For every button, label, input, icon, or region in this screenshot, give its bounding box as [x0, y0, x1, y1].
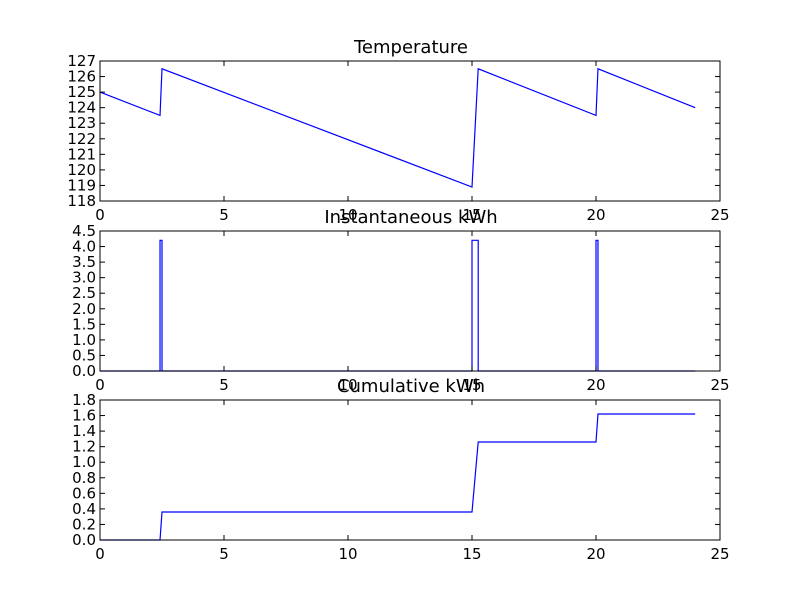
cumulative-kwh-axes-frame [99, 399, 721, 541]
instantaneous-kwh-xtick-label: 15 [462, 376, 481, 394]
cumulative-kwh-title: Cumulative kWh [337, 376, 485, 397]
cumulative-kwh-series-line-0 [100, 413, 696, 541]
cumulative-kwh-ytick-label: 0.8 [72, 469, 96, 487]
instantaneous-kwh-ytick-label: 0.5 [72, 346, 96, 364]
instantaneous-kwh-ytick-label: 1.0 [72, 331, 96, 349]
instantaneous-kwh-subplot: Instantaneous kWh 0 5 10 15 20 25 0.00.51.01.5… [72, 207, 729, 394]
cumulative-kwh-xtick-label: 5 [219, 545, 229, 563]
temperature-ytick-label: 124 [67, 99, 96, 117]
cumulative-kwh-xtick-label: 10 [338, 545, 357, 563]
cumulative-kwh-ytick-label: 1.4 [72, 422, 96, 440]
temperature-xtick-label: 25 [710, 206, 729, 224]
instantaneous-kwh-xtick-label: 25 [710, 376, 729, 394]
temperature-ytick-label: 127 [67, 52, 96, 70]
temperature-ytick-label: 123 [67, 114, 96, 132]
instantaneous-kwh-ytick-label: 2.5 [72, 284, 96, 302]
cumulative-kwh-ytick-label: 1.8 [72, 391, 96, 409]
cumulative-kwh-xtick-label: 20 [586, 545, 605, 563]
cumulative-kwh-ytick-label: 0.0 [72, 531, 96, 549]
temperature-ytick-label: 119 [67, 176, 96, 194]
temperature-xtick-label: 5 [219, 206, 229, 224]
cumulative-kwh-ytick-label: 1.6 [72, 407, 96, 425]
temperature-subplot: Temperature 0 5 10 15 20 25 118119120121122123… [67, 37, 729, 224]
instantaneous-kwh-xtick-label: 10 [338, 376, 357, 394]
instantaneous-kwh-ytick-label: 4.0 [72, 238, 96, 256]
temperature-ytick-label: 126 [67, 68, 96, 86]
cumulative-kwh-subplot: Cumulative kWh 0 5 10 15 20 25 0.00.20.40.60.8… [72, 376, 729, 563]
temperature-xtick-label: 0 [95, 206, 105, 224]
temperature-ytick-label: 118 [67, 192, 96, 210]
instantaneous-kwh-ytick-label: 0.0 [72, 362, 96, 380]
temperature-ytick-label: 121 [67, 145, 96, 163]
instantaneous-kwh-title: Instantaneous kWh [324, 207, 497, 228]
instantaneous-kwh-series-line-0 [100, 239, 696, 372]
temperature-xtick-label: 10 [338, 206, 357, 224]
instantaneous-kwh-ytick-label: 3.5 [72, 253, 96, 271]
temperature-ytick-label: 125 [67, 83, 96, 101]
instantaneous-kwh-ytick-label: 3.0 [72, 269, 96, 287]
cumulative-kwh-ytick-label: 1.0 [72, 453, 96, 471]
temperature-xtick-label: 15 [462, 206, 481, 224]
cumulative-kwh-xtick-label: 15 [462, 545, 481, 563]
instantaneous-kwh-xtick-label: 20 [586, 376, 605, 394]
cumulative-kwh-ytick-label: 1.2 [72, 438, 96, 456]
instantaneous-kwh-axes-frame [99, 230, 721, 372]
instantaneous-kwh-ytick-label: 4.5 [72, 222, 96, 240]
temperature-xtick-label: 20 [586, 206, 605, 224]
instantaneous-kwh-ytick-label: 2.0 [72, 300, 96, 318]
instantaneous-kwh-xtick-label: 0 [95, 376, 105, 394]
instantaneous-kwh-ytick-label: 1.5 [72, 315, 96, 333]
instantaneous-kwh-xtick-label: 5 [219, 376, 229, 394]
temperature-series-line-0 [99, 67, 696, 188]
temperature-title: Temperature [353, 37, 468, 58]
cumulative-kwh-xtick-label: 25 [710, 545, 729, 563]
temperature-ytick-label: 122 [67, 130, 96, 148]
cumulative-kwh-ytick-label: 0.6 [72, 484, 96, 502]
cumulative-kwh-ytick-label: 0.4 [72, 500, 96, 518]
temperature-ytick-label: 120 [67, 161, 96, 179]
cumulative-kwh-ytick-label: 0.2 [72, 515, 96, 533]
temperature-axes-frame [99, 60, 721, 202]
cumulative-kwh-xtick-label: 0 [95, 545, 105, 563]
